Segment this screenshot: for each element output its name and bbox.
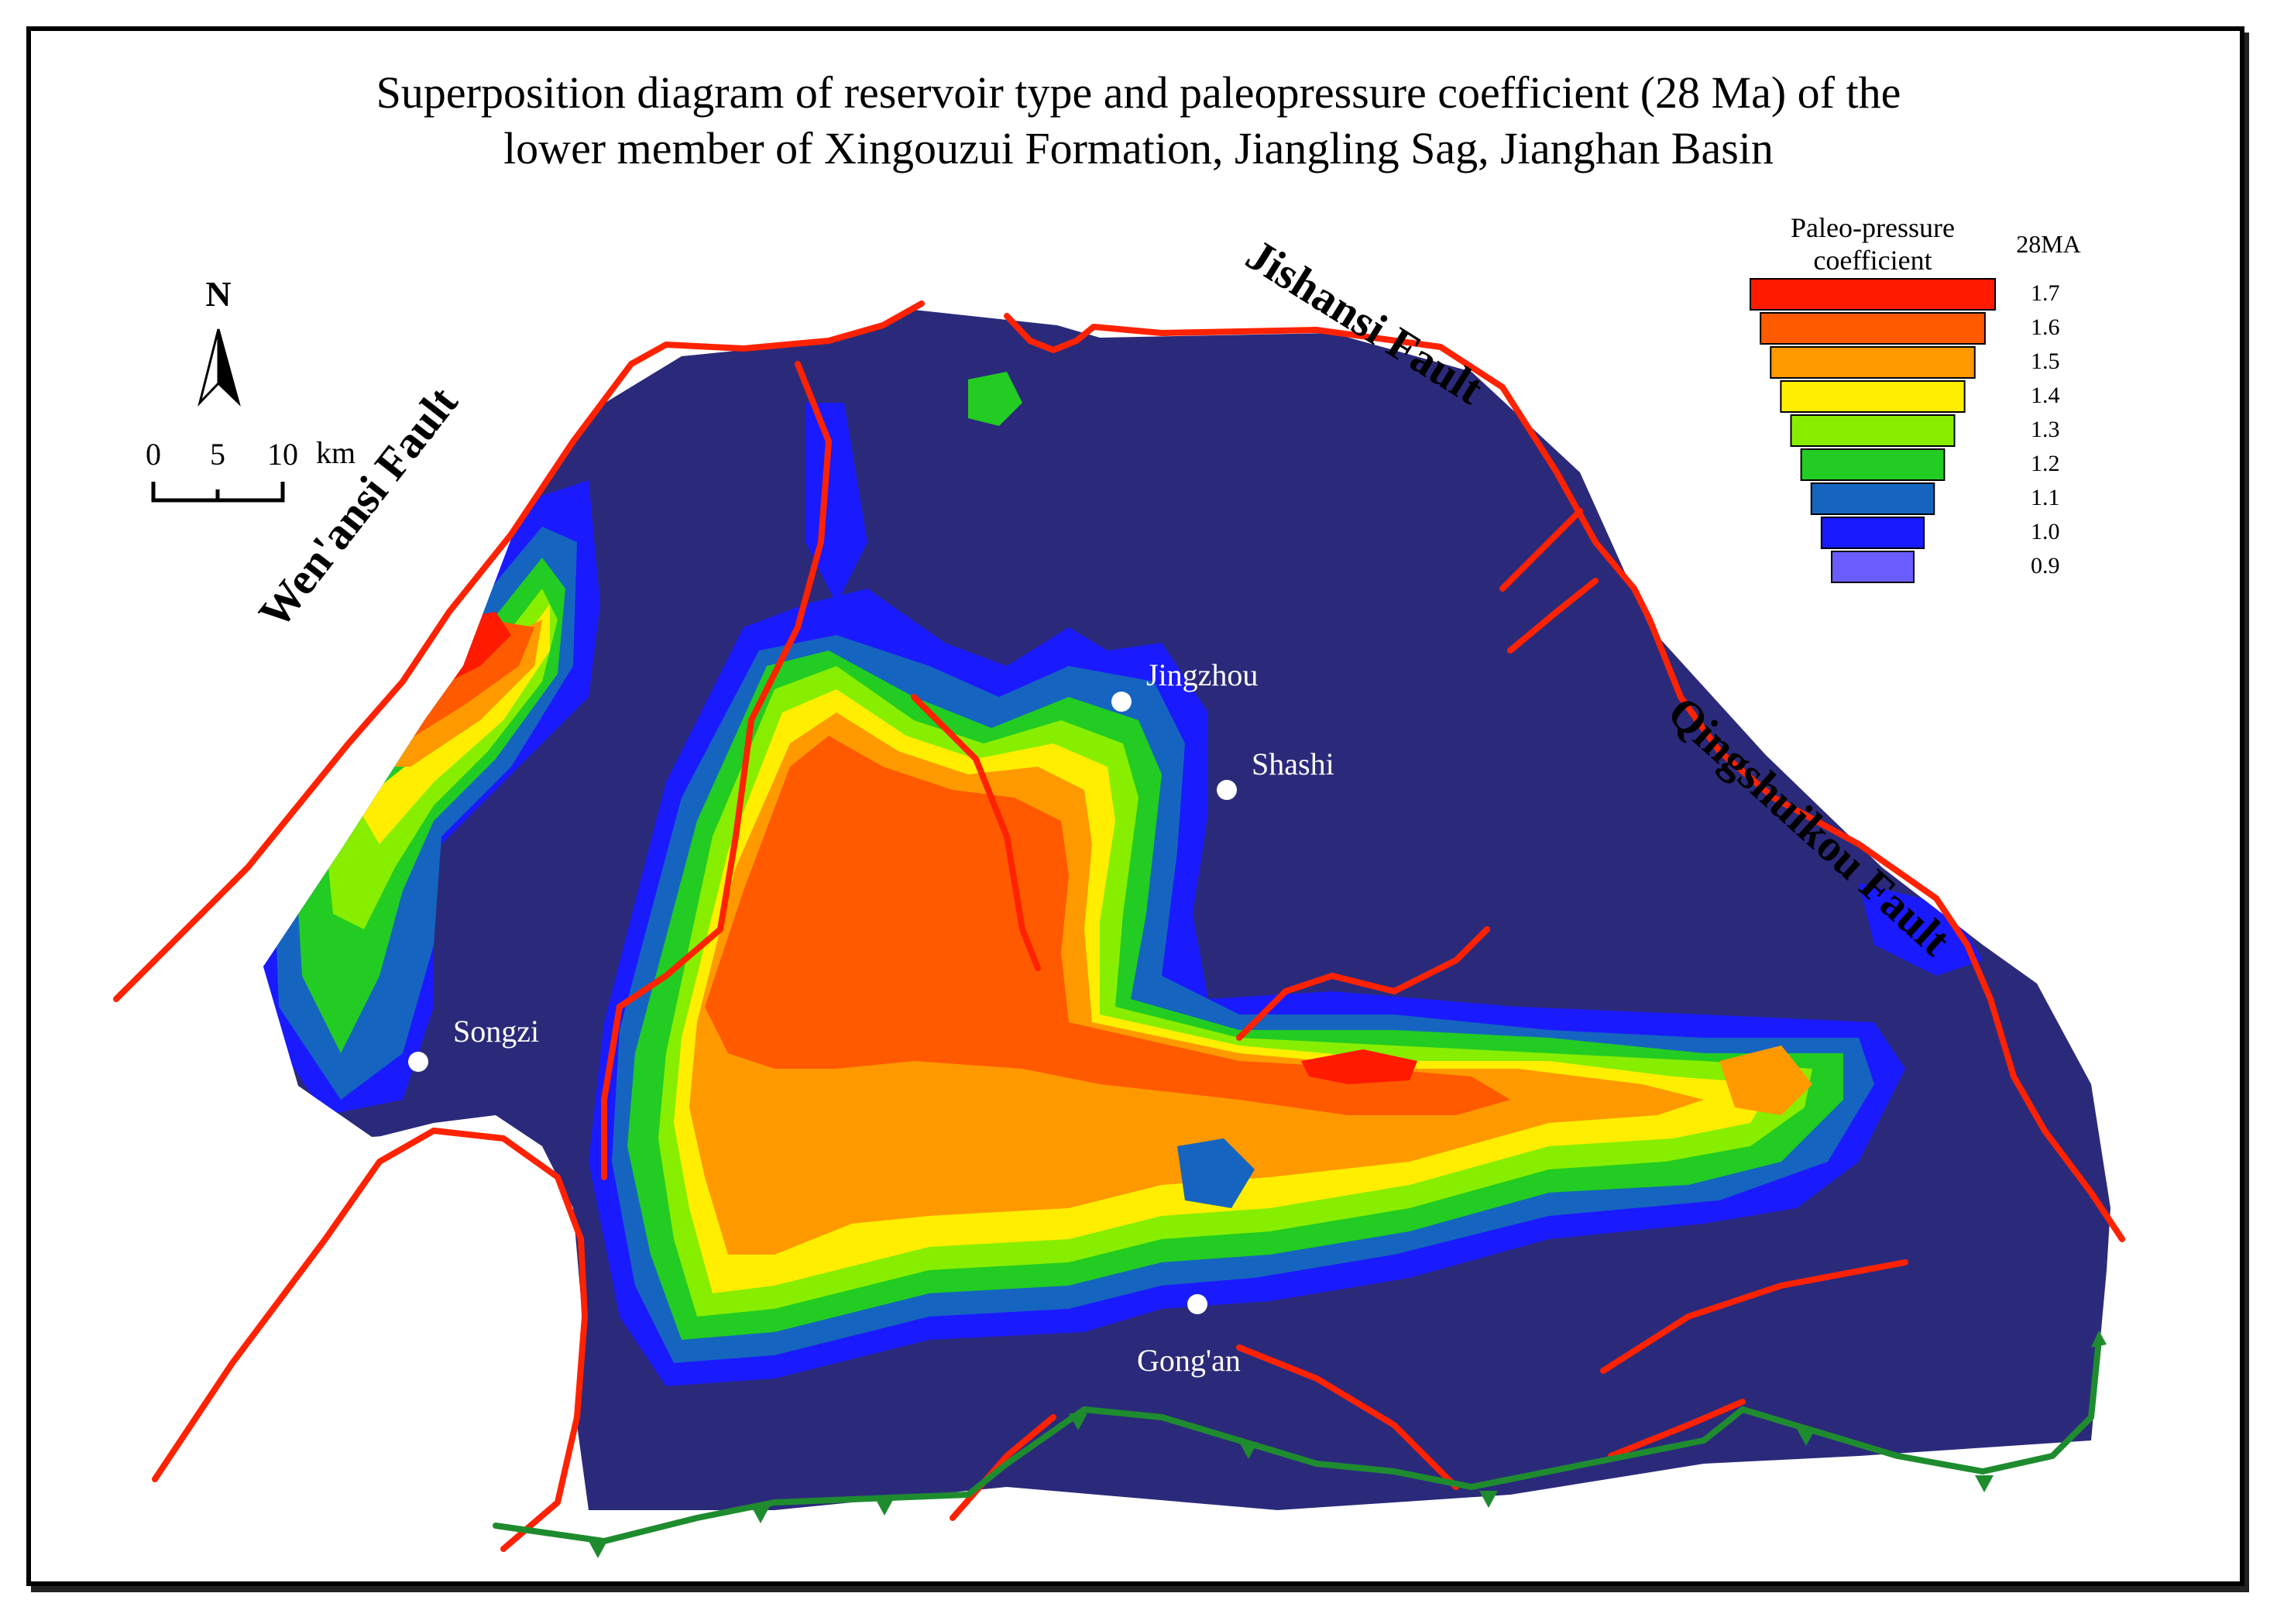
legend-swatches: 1.7 1.6 1.5 1.4 1.3 1.2 1.1 1.0 0.9 — [1750, 278, 2060, 583]
fault-s-2 — [950, 1414, 1056, 1521]
legend-swatch-1-0 — [1820, 517, 1925, 549]
legend-time-label: 28MA — [2016, 230, 2081, 258]
city-label-shashi: Shashi — [1252, 747, 1334, 781]
thrust-tooth — [1069, 1413, 1087, 1430]
scale-bar-line — [151, 482, 285, 503]
contour-1-7-east — [1301, 1049, 1417, 1084]
legend-label-1-4: 1.4 — [2031, 383, 2060, 408]
legend-title-line-1: Paleo-pressure — [1791, 212, 1955, 243]
north-arrow-left-half — [197, 328, 220, 407]
thrust-tooth — [2091, 1330, 2107, 1348]
north-label: N — [205, 274, 231, 314]
legend-swatch-1-3 — [1790, 414, 1956, 447]
thrust-tooth — [589, 1541, 607, 1558]
scale-bar — [151, 482, 285, 503]
thrust-tooth — [1239, 1442, 1258, 1459]
north-arrow-right-half — [217, 328, 241, 407]
legend-swatch-1-6 — [1760, 312, 1986, 345]
legend-label-1-0: 1.0 — [2031, 519, 2060, 544]
contour-1-2-north-spot — [968, 372, 1022, 426]
thrust-tooth — [1797, 1429, 1815, 1446]
contour-hole-central — [1177, 1138, 1255, 1208]
city-label-gongan: Gong'an — [1137, 1343, 1241, 1378]
fault-ne-2 — [1507, 578, 1599, 654]
fault-lines — [113, 300, 2125, 1552]
legend-label-1-6: 1.6 — [2031, 314, 2060, 340]
legend-title-line-2: coefficient — [1813, 245, 1932, 276]
city-label-jingzhou: Jingzhou — [1146, 657, 1258, 692]
pressure-contours — [263, 372, 1983, 1386]
north-arrow-icon — [197, 328, 241, 407]
scale-tick-5: 5 — [210, 437, 225, 472]
thrust-teeth — [589, 1330, 2107, 1558]
city-marker-shashi — [1217, 780, 1237, 800]
fault-wenansi — [113, 300, 925, 1002]
city-marker-songzi — [408, 1052, 428, 1072]
thrust-tooth — [875, 1499, 894, 1516]
fault-jishansi — [1004, 313, 1653, 623]
legend-swatch-1-5 — [1770, 346, 1976, 379]
legend-swatch-1-4 — [1780, 380, 1966, 413]
map-title-line-1: Superposition diagram of reservoir type … — [376, 67, 1901, 118]
fault-se-1 — [1600, 1259, 1908, 1374]
thrust-lines — [493, 1337, 2102, 1544]
legend-swatch-0-9 — [1831, 551, 1915, 583]
fault-east-short — [1236, 926, 1490, 1041]
legend-label-1-7: 1.7 — [2031, 280, 2060, 306]
city-marker-gongan — [1187, 1294, 1207, 1314]
legend-swatch-1-2 — [1800, 448, 1946, 481]
fault-ne-1 — [1499, 508, 1583, 592]
fault-sw-arc — [152, 1128, 588, 1552]
thrust-tooth — [1479, 1491, 1498, 1508]
legend-swatch-1-7 — [1750, 278, 1996, 311]
map-title-line-2: lower member of Xingouzui Formation, Jia… — [503, 123, 1774, 173]
city-label-songzi: Songzi — [453, 1014, 539, 1049]
fault-label-wenansi: Wen'ansi Fault — [249, 377, 468, 637]
legend-label-1-1: 1.1 — [2031, 485, 2060, 510]
fault-s-1 — [1236, 1344, 1459, 1490]
city-marker-jingzhou — [1111, 692, 1132, 712]
thrust-tooth — [1975, 1475, 1994, 1492]
fault-s-3 — [1608, 1399, 1746, 1459]
legend: Paleo-pressure coefficient 28MA 1.71.61.… — [1750, 212, 2081, 583]
legend-label-1-5: 1.5 — [2031, 348, 2060, 374]
legend-label-1-3: 1.3 — [2031, 417, 2060, 442]
legend-label-1-2: 1.2 — [2031, 451, 2060, 476]
contour-1-6-central — [705, 736, 1510, 1115]
scale-tick-0: 0 — [146, 437, 161, 472]
fault-central-splay — [911, 694, 1041, 971]
scale-tick-10: 10 — [267, 437, 298, 472]
fault-central-ns — [601, 361, 832, 1180]
thrust-tooth — [751, 1506, 770, 1523]
thrust-south — [493, 1337, 2102, 1544]
contour-1-5-east — [1719, 1045, 1812, 1115]
fault-qingshuikou — [1647, 616, 2125, 1242]
legend-label-0-9: 0.9 — [2031, 553, 2060, 579]
legend-swatch-1-1 — [1810, 482, 1935, 515]
excluded-area — [155, 1115, 589, 1518]
scale-unit: km — [316, 435, 355, 470]
